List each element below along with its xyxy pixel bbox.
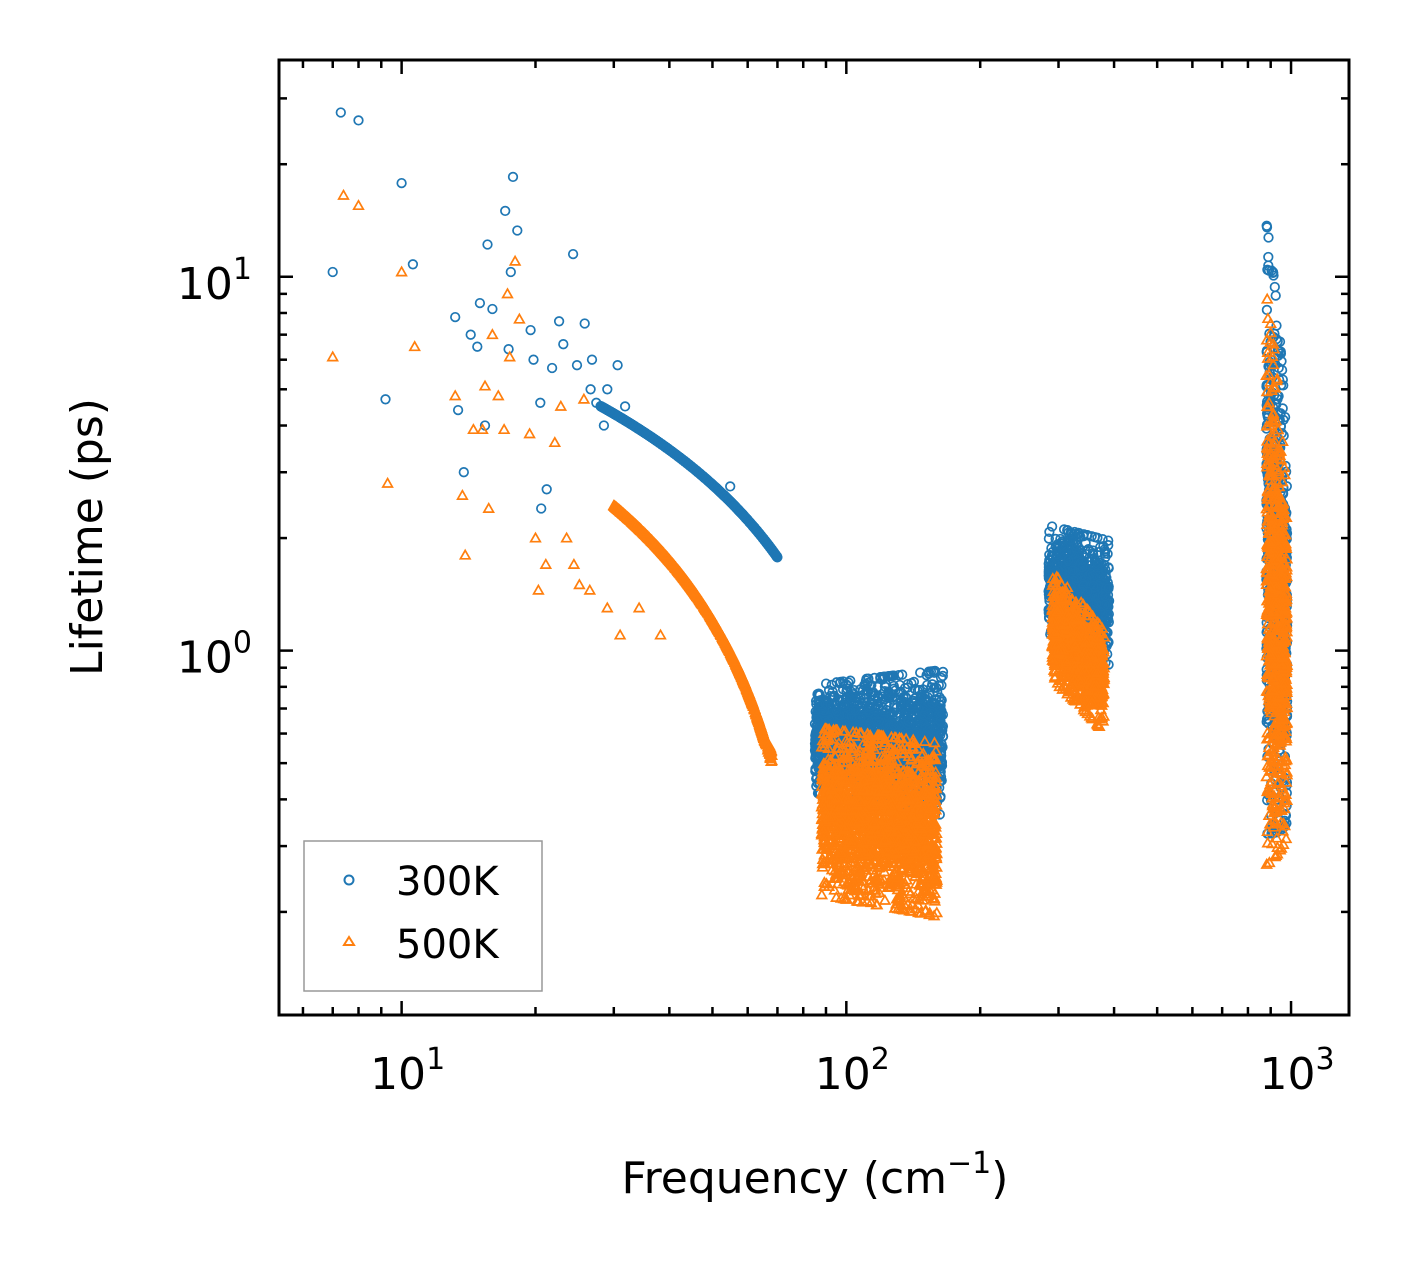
data-point-300k	[512, 225, 523, 236]
data-point-300k	[1261, 304, 1273, 316]
data-point-300k	[327, 266, 338, 278]
data-point-300k	[602, 384, 613, 395]
data-point-300k	[546, 362, 558, 374]
data-point-300k	[705, 477, 716, 489]
data-point-300k	[727, 498, 738, 509]
major-ticks	[279, 60, 1349, 1015]
data-point-300k	[755, 530, 766, 541]
data-point-300k	[619, 415, 631, 426]
data-point-300k	[684, 460, 695, 471]
data-point-300k	[472, 341, 483, 352]
data-point-300k	[571, 360, 583, 371]
data-point-300k	[1263, 232, 1274, 243]
data-point-300k	[507, 171, 519, 183]
data-point-300k	[749, 522, 760, 533]
data-point-300k	[505, 266, 516, 278]
data-point-300k	[729, 500, 740, 512]
data-point-300k	[736, 508, 748, 519]
data-point-300k	[1263, 251, 1274, 263]
data-point-300k	[536, 503, 547, 514]
data-point-300k	[558, 339, 569, 350]
data-point-300k	[353, 115, 364, 126]
data-point-300k	[458, 467, 469, 478]
data-point-300k	[500, 205, 511, 217]
data-point-300k	[396, 177, 407, 189]
data-point-300k	[678, 455, 689, 466]
data-point-300k	[335, 107, 346, 118]
data-point-300k	[407, 259, 419, 270]
data-point-300k	[525, 324, 536, 336]
data-point-300k	[735, 507, 746, 518]
data-point-300k	[380, 394, 391, 405]
data-point-300k	[579, 318, 590, 329]
data-point-300k	[725, 481, 736, 492]
data-point-300k	[619, 401, 631, 412]
data-point-300k	[553, 316, 565, 327]
data-point-300k	[717, 489, 729, 500]
data-point-300k	[761, 537, 772, 548]
data-point-300k	[541, 484, 552, 495]
data-point-300k	[585, 384, 596, 395]
data-point-300k	[482, 239, 493, 250]
data-point-300k	[1269, 281, 1280, 293]
data-point-300k	[612, 360, 623, 371]
data-point-300k	[465, 329, 476, 340]
data-point-300k	[635, 424, 646, 436]
data-point-300k	[474, 297, 486, 309]
data-point-300k	[720, 491, 731, 502]
data-point-300k	[452, 404, 464, 416]
data-point-300k	[567, 248, 579, 260]
data-point-300k	[692, 467, 704, 478]
data-point-300k	[762, 539, 774, 550]
data-point-300k	[598, 420, 610, 431]
data-point-300k	[659, 441, 670, 452]
data-point-300k	[699, 472, 710, 483]
data-point-300k	[487, 303, 498, 315]
data-point-300k	[450, 311, 461, 323]
data-point-300k	[586, 354, 598, 365]
data-point-300k	[535, 397, 546, 408]
data-point-300k	[528, 354, 539, 365]
data-point-300k	[772, 552, 783, 563]
scatter-points	[326, 107, 1294, 921]
data-point-300k	[1270, 290, 1281, 301]
data-point-300k	[503, 344, 514, 355]
